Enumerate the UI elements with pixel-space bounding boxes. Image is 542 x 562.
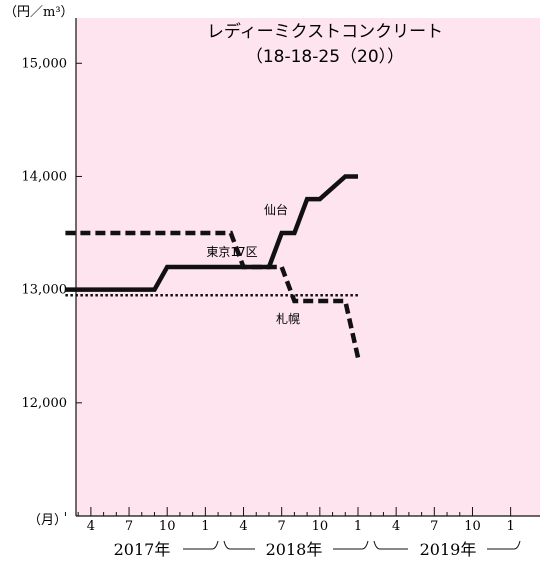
x-tick-label: 1 xyxy=(506,519,514,534)
x-tick-label: 7 xyxy=(278,519,286,534)
x-tick-label: 4 xyxy=(239,519,247,534)
x-tick-label: 1 xyxy=(201,519,209,534)
series-label-0: 東京17区 xyxy=(206,245,257,259)
x-tick-label: 1 xyxy=(354,519,362,534)
y-ticks: 12,000 13,000 14,000 15,000 xyxy=(22,56,82,411)
year-label-2019年: 2019年 xyxy=(420,540,477,559)
series-line-1 xyxy=(65,230,361,358)
series-label-1: 仙台 xyxy=(264,202,288,217)
series-lines xyxy=(65,174,361,358)
y-tick-label: 14,000 xyxy=(22,169,68,184)
series-label-2: 札幌 xyxy=(276,311,300,326)
x-tick-label: 10 xyxy=(159,519,176,534)
x-tick-label: 4 xyxy=(392,519,400,534)
x-ticks: 4 7 10 1 4 7 10 1 4 7 10 1 xyxy=(64,507,515,534)
series-line-0 xyxy=(65,174,358,292)
y-tick-label: 13,000 xyxy=(22,283,68,298)
year-brace-curve xyxy=(223,540,231,550)
year-brace-curve xyxy=(513,540,521,550)
chart-title: レディーミクストコンクリート xyxy=(207,21,443,42)
year-label-2017年: 2017年 xyxy=(114,540,171,559)
year-label-2018年: 2018年 xyxy=(266,540,323,559)
y-axis-unit: （円／m³） xyxy=(4,5,74,20)
chart-subtitle: （18-18-25（20）） xyxy=(246,47,404,67)
x-tick-label: 10 xyxy=(464,519,481,534)
plot-area xyxy=(76,18,540,516)
x-tick-label: 7 xyxy=(125,519,133,534)
y-tick-label: 15,000 xyxy=(22,56,68,71)
year-brace-curve xyxy=(361,540,369,550)
year-brace-curve xyxy=(373,540,381,550)
y-tick-label: 12,000 xyxy=(22,396,68,411)
year-labels: 2017年 2018年 2019年 xyxy=(114,540,521,559)
year-brace-curve xyxy=(211,540,219,550)
x-tick-label: 7 xyxy=(430,519,438,534)
x-tick-label: 10 xyxy=(312,519,329,534)
x-tick-label: 4 xyxy=(87,519,95,534)
x-axis-unit: （月） xyxy=(28,513,67,528)
